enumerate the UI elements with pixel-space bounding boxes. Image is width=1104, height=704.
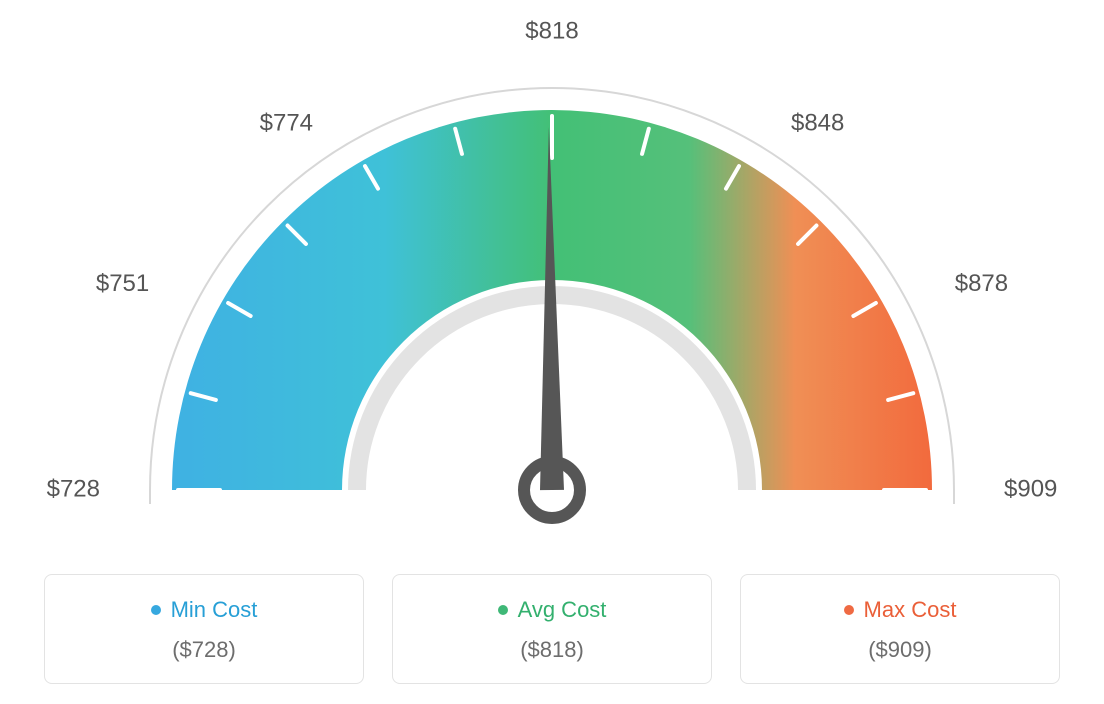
legend-avg-value: ($818) bbox=[403, 637, 701, 663]
legend-row: Min Cost ($728) Avg Cost ($818) Max Cost… bbox=[20, 574, 1084, 684]
svg-text:$818: $818 bbox=[525, 20, 578, 44]
gauge-svg: $728 $751 $774 $818 $848 $878 $909 bbox=[20, 20, 1084, 550]
svg-text:$878: $878 bbox=[955, 270, 1008, 297]
svg-text:$728: $728 bbox=[47, 475, 100, 502]
legend-min-value: ($728) bbox=[55, 637, 353, 663]
legend-min-title: Min Cost bbox=[151, 597, 258, 623]
legend-avg-label: Avg Cost bbox=[518, 597, 607, 623]
gauge-chart: $728 $751 $774 $818 $848 $878 $909 bbox=[20, 20, 1084, 550]
dot-icon bbox=[498, 605, 508, 615]
legend-max-title: Max Cost bbox=[844, 597, 957, 623]
svg-text:$774: $774 bbox=[260, 110, 313, 137]
dot-icon bbox=[151, 605, 161, 615]
legend-card-avg: Avg Cost ($818) bbox=[392, 574, 712, 684]
legend-min-label: Min Cost bbox=[171, 597, 258, 623]
dot-icon bbox=[844, 605, 854, 615]
svg-text:$909: $909 bbox=[1004, 475, 1057, 502]
svg-text:$751: $751 bbox=[96, 270, 149, 297]
legend-max-label: Max Cost bbox=[864, 597, 957, 623]
legend-card-min: Min Cost ($728) bbox=[44, 574, 364, 684]
legend-max-value: ($909) bbox=[751, 637, 1049, 663]
legend-card-max: Max Cost ($909) bbox=[740, 574, 1060, 684]
legend-avg-title: Avg Cost bbox=[498, 597, 607, 623]
svg-text:$848: $848 bbox=[791, 110, 844, 137]
